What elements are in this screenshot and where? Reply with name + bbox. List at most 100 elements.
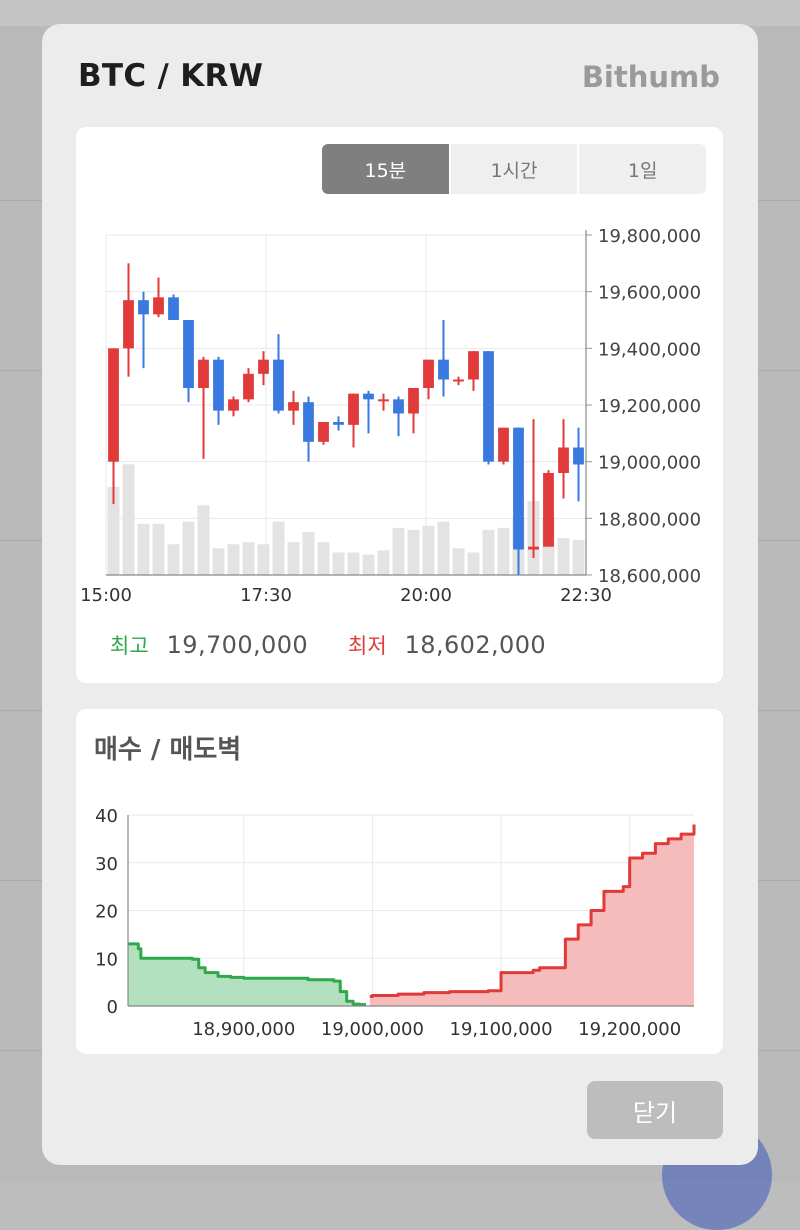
candle-body (573, 447, 584, 465)
candle-body (273, 359, 284, 411)
y-tick-label: 19,800,000 (598, 226, 701, 247)
volume-bar (497, 527, 510, 575)
timeframe-15m-button[interactable]: 15분 (322, 144, 449, 194)
volume-bar (377, 550, 390, 575)
y-tick-label: 18,800,000 (598, 509, 701, 530)
volume-bar (257, 544, 270, 575)
volume-bar (302, 531, 315, 575)
volume-bar (422, 525, 435, 575)
candle-body (543, 473, 554, 547)
chart-modal: BTC / KRW Bithumb 15분 1시간 1일 19,800,000 1… (42, 24, 758, 1165)
candle-body (183, 320, 194, 388)
volume-bar (122, 464, 135, 575)
candle-body (528, 546, 539, 550)
timeframe-1d-button[interactable]: 1일 (577, 144, 706, 194)
volume-bar (242, 542, 255, 575)
volume-bar (287, 542, 300, 575)
x-tick-label: 15:00 (80, 585, 132, 606)
high-price-stat: 최고 19,700,000 (110, 630, 308, 660)
candle-body (138, 300, 149, 315)
volume-bar (407, 529, 420, 575)
volume-bar (557, 538, 570, 575)
candle-body (513, 427, 524, 550)
candle-body (348, 393, 359, 425)
modal-title: BTC / KRW (78, 58, 264, 94)
y-tick-label: 19,400,000 (598, 339, 701, 360)
candle-body (288, 402, 299, 411)
volume-bar (197, 505, 210, 575)
volume-bar (332, 552, 345, 575)
y-tick-label: 18,600,000 (598, 566, 701, 587)
candle-body (168, 297, 179, 320)
depth-chart-card: 매수 / 매도벽 40 30 20 10 0 18,900,000 19,000,000 19… (76, 709, 723, 1054)
volume-bar (452, 548, 465, 575)
y-tick-label: 19,200,000 (598, 396, 701, 417)
volume-bar (107, 486, 120, 575)
candle-body (363, 393, 374, 400)
y-tick-label: 19,600,000 (598, 283, 701, 304)
volume-bar (362, 554, 375, 575)
candle-body (228, 399, 239, 411)
background-header (0, 0, 800, 26)
y-tick-label: 40 (95, 806, 118, 827)
candle-body (303, 402, 314, 442)
timeframe-selector: 15분 1시간 1일 (322, 144, 706, 194)
volume-bar (467, 552, 480, 575)
high-value: 19,700,000 (166, 631, 309, 659)
depth-title: 매수 / 매도벽 (94, 735, 242, 765)
ask-depth-line (369, 824, 696, 998)
close-button[interactable]: 닫기 (587, 1081, 723, 1139)
candle-body (153, 297, 164, 315)
x-tick-label: 20:00 (400, 585, 452, 606)
candle-body (378, 399, 389, 402)
volume-bar (317, 542, 330, 575)
candle-body (123, 300, 134, 349)
timeframe-1h-button[interactable]: 1시간 (448, 144, 578, 194)
x-tick-label: 19,100,000 (450, 1019, 553, 1040)
volume-bar (167, 544, 180, 575)
candle-body (438, 359, 449, 380)
price-chart-card: 15분 1시간 1일 19,800,000 19,600,000 19,400,00… (76, 127, 723, 683)
low-label: 최저 (348, 634, 387, 658)
y-tick-label: 20 (95, 902, 118, 923)
y-tick-label: 0 (107, 997, 118, 1018)
volume-bar (152, 523, 165, 575)
candle-body (483, 351, 494, 462)
volume-bar (392, 527, 405, 575)
candle-body (498, 427, 509, 462)
volume-bar (272, 521, 285, 575)
ask-depth-area (369, 824, 694, 1006)
low-value: 18,602,000 (404, 631, 547, 659)
y-tick-label: 19,000,000 (598, 453, 701, 474)
low-price-stat: 최저 18,602,000 (348, 630, 546, 660)
volume-bar (437, 521, 450, 575)
volume-bar (182, 521, 195, 575)
exchange-name: Bithumb (581, 60, 720, 94)
candle-body (558, 447, 569, 473)
volume-bar (212, 548, 225, 575)
volume-bar (482, 529, 495, 575)
y-tick-label: 30 (95, 854, 118, 875)
candle-body (243, 373, 254, 400)
volume-bar (227, 544, 240, 575)
candle-body (318, 422, 329, 442)
x-tick-label: 22:30 (560, 585, 612, 606)
candle-body (408, 388, 419, 414)
candle-body (258, 359, 269, 374)
x-tick-label: 19,000,000 (321, 1019, 424, 1040)
volume-bar (137, 523, 150, 575)
depth-chart: 40 30 20 10 0 18,900,000 19,000,000 19,100,000 1… (95, 806, 696, 1040)
x-tick-label: 17:30 (240, 585, 292, 606)
candle-body (453, 379, 464, 382)
x-tick-label: 18,900,000 (192, 1019, 295, 1040)
x-tick-label: 19,200,000 (578, 1019, 681, 1040)
bid-depth-area (128, 943, 366, 1006)
candle-body (423, 359, 434, 388)
candle-body (108, 348, 119, 462)
candle-body (333, 422, 344, 425)
candle-body (468, 351, 479, 380)
candle-body (213, 359, 224, 411)
high-label: 최고 (110, 634, 149, 658)
bid-depth-line (128, 942, 366, 1007)
volume-bar (347, 552, 360, 575)
